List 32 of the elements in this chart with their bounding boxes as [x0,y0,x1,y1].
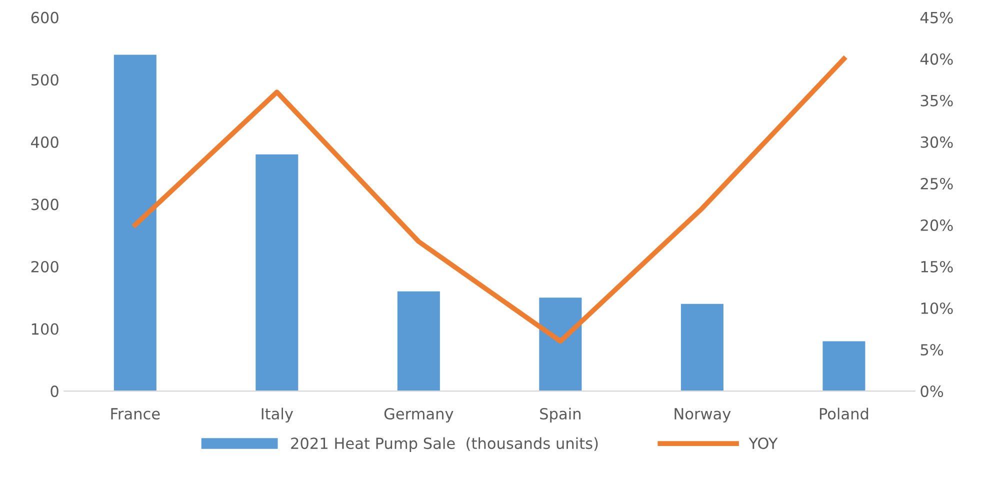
y2-tick-label: 10% [921,302,953,314]
y2-tick-label: 0% [920,386,944,398]
y2-tick-label: 30% [920,136,953,148]
x-tick-label: Germany [384,408,454,423]
x-tick-label: Spain [540,408,580,423]
x-tick-label: Norway [674,408,731,423]
bar [680,304,724,392]
legend-label: 2021 Heat Pump Sale (thousands units) [291,437,598,452]
y-tick-label: 300 [31,198,58,210]
legend-label: YOY [748,438,778,450]
y-tick-label: 0 [50,386,58,398]
y2-tick-label: 15% [921,260,953,272]
x-tick-label: France [111,408,160,420]
y2-tick-label: 40% [920,53,953,65]
y-tick-label: 400 [31,136,58,148]
line-series [132,56,846,344]
y-tick-label: 100 [32,323,58,335]
y-tick-label: 200 [31,260,58,272]
bar [822,341,866,392]
bar [114,54,156,392]
y-tick-label: 500 [31,74,58,86]
y-tick-label: 600 [31,12,58,24]
x-tick-label: Italy [262,408,294,423]
x-tick-label: Poland [820,408,868,420]
bar [397,291,440,392]
y2-tick-label: 25% [920,178,953,190]
y2-tick-label: 35% [920,94,953,106]
y2-tick-label: 20% [920,219,953,231]
y2-tick-label: 5% [920,344,944,356]
bar [539,298,582,392]
y2-tick-label: 45% [920,12,953,24]
bar [256,154,298,392]
